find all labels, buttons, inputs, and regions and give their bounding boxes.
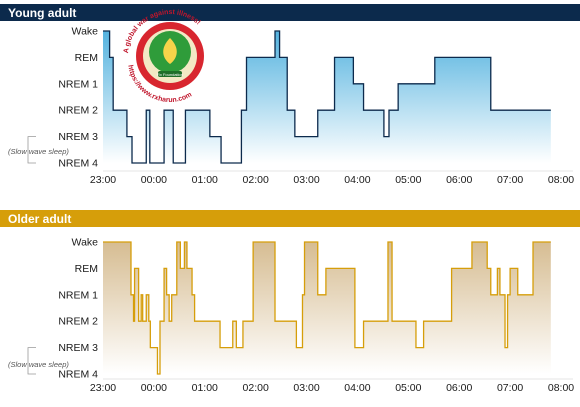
x-tick-label: 01:00 (192, 174, 218, 186)
panel-header (0, 210, 580, 227)
x-tick-label: 05:00 (395, 174, 421, 186)
x-tick-label: 23:00 (90, 174, 116, 186)
x-tick-label: 03:00 (293, 174, 319, 186)
logo-banner (158, 71, 182, 77)
x-tick-label: 03:00 (293, 382, 319, 394)
panel-header (0, 4, 580, 21)
y-tick-label: NREM 4 (58, 369, 98, 381)
x-tick-label: 02:00 (243, 174, 269, 186)
y-tick-label: NREM 3 (58, 131, 98, 143)
sleep-stage-line (103, 241, 551, 375)
y-tick-label: NREM 4 (58, 158, 98, 170)
y-tick-label: NREM 2 (58, 316, 98, 328)
y-tick-label: REM (75, 263, 98, 275)
x-tick-label: 01:00 (192, 382, 218, 394)
x-tick-label: 06:00 (446, 382, 472, 394)
x-tick-label: 04:00 (344, 382, 370, 394)
x-tick-label: 04:00 (344, 174, 370, 186)
x-tick-label: 00:00 (141, 174, 167, 186)
flame-icon (163, 38, 177, 64)
x-tick-label: 02:00 (243, 382, 269, 394)
y-tick-label: NREM 2 (58, 105, 98, 117)
sleep-stage-line (103, 30, 551, 164)
x-tick-label: 07:00 (497, 382, 523, 394)
plot-area: Wake REM NREM 1 NREM 2 NREM 3 NREM 4 23:00 00:0… (27, 26, 574, 186)
x-tick-label: 00:00 (141, 382, 167, 394)
foundation-label: Rx Foundation (157, 72, 183, 77)
area-fill (103, 31, 551, 163)
x-tick-label: 06:00 (446, 174, 472, 186)
y-tick-label: Wake (72, 26, 99, 38)
x-tick-label: 07:00 (497, 174, 523, 186)
older-adult-panel: Older adult Wake REM NREM 1 NREM 2 NREM 3 NRE… (0, 210, 580, 394)
x-tick-label: 23:00 (90, 382, 116, 394)
x-tick-label: 08:00 (548, 382, 574, 394)
young-adult-panel: Young adult Wake REM NREM 1 NREM 2 NREM 3 NRE… (0, 4, 580, 186)
x-tick-label: 08:00 (548, 174, 574, 186)
y-tick-label: NREM 3 (58, 342, 98, 354)
watermark-logo: Rx Foundation A global war against illne… (123, 9, 204, 104)
y-tick-label: NREM 1 (58, 289, 98, 301)
x-tick-label: 05:00 (395, 382, 421, 394)
slow-wave-note: (Slow wave sleep) (8, 147, 69, 156)
panel-title: Older adult (8, 212, 71, 226)
y-tick-label: REM (75, 52, 98, 64)
slow-wave-note: (Slow wave sleep) (8, 360, 69, 369)
panel-title: Young adult (8, 6, 76, 20)
y-tick-label: NREM 1 (58, 78, 98, 90)
area-fill (103, 242, 551, 374)
plot-area: Wake REM NREM 1 NREM 2 NREM 3 NREM 423:00 00:0… (27, 237, 574, 394)
y-tick-label: Wake (72, 237, 99, 249)
slow-wave-bracket (27, 136, 36, 164)
slow-wave-bracket (27, 347, 36, 375)
